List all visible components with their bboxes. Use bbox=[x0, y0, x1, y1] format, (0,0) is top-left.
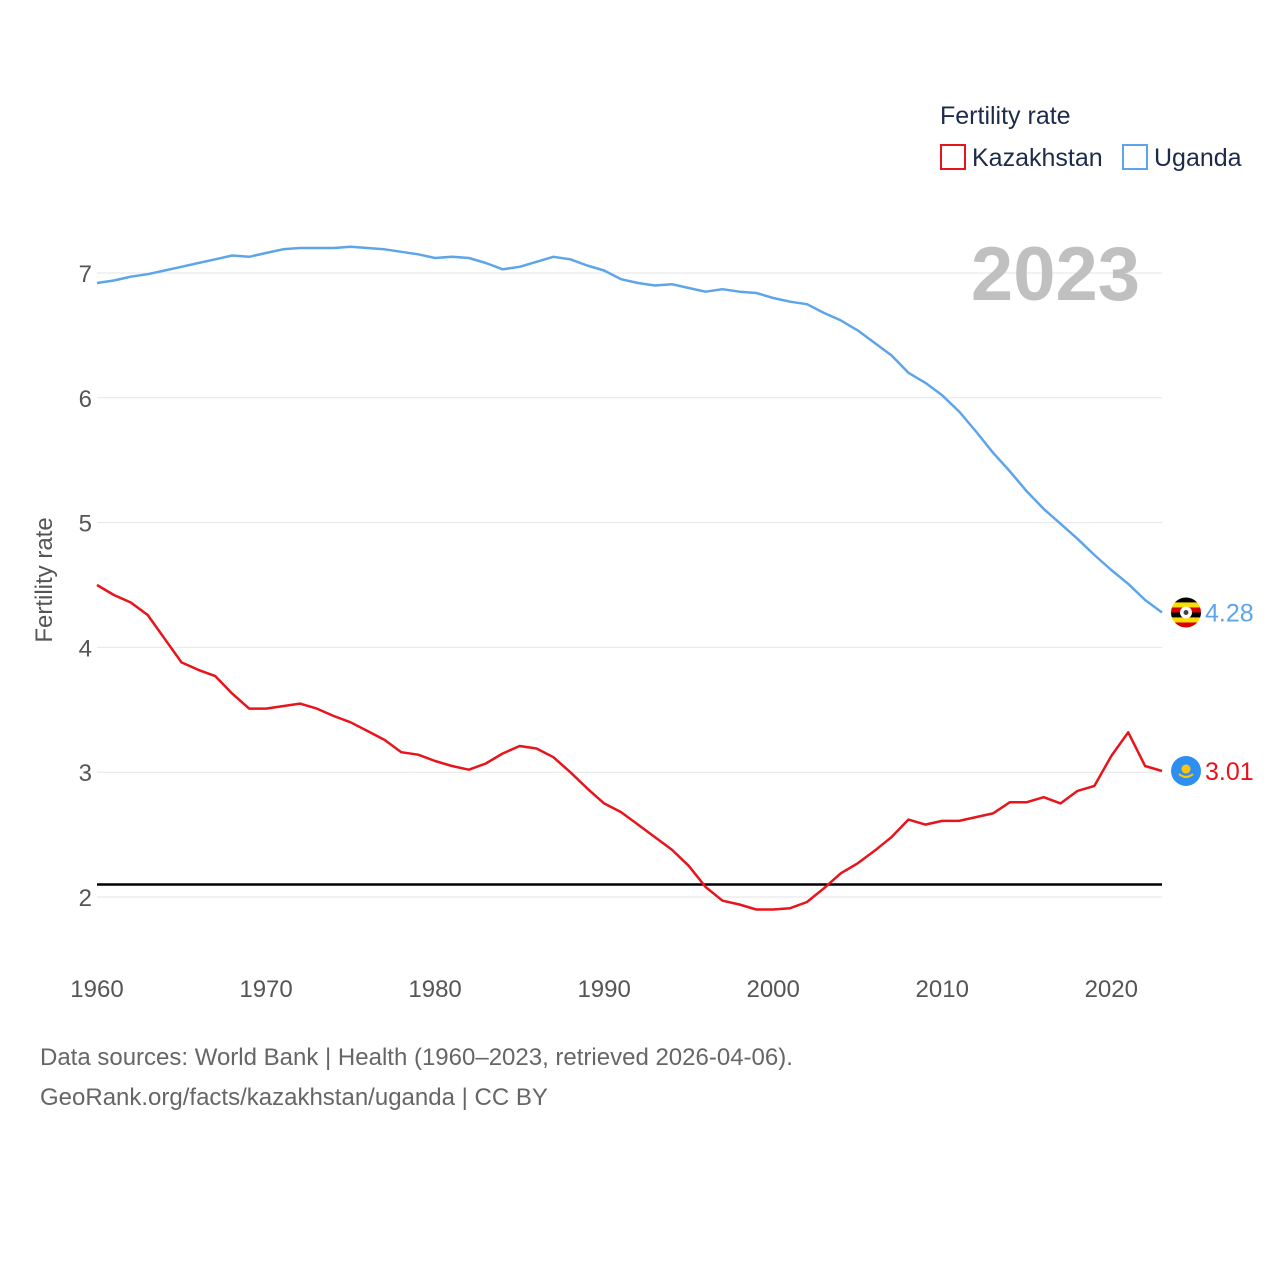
end-markers: 3.01 4.28 bbox=[1171, 597, 1254, 786]
current-year-badge: 2023 bbox=[971, 232, 1140, 317]
footer-sources: Data sources: World Bank | Health (1960–… bbox=[40, 1044, 793, 1071]
x-axis-ticks: 1960 1970 1980 1990 2000 2010 2020 bbox=[70, 976, 1138, 1003]
x-tick-label: 1990 bbox=[577, 976, 630, 1003]
uganda-flag-icon bbox=[1171, 597, 1201, 628]
series-line-kazakhstan[interactable] bbox=[96, 583, 1163, 911]
y-tick-label: 5 bbox=[79, 511, 92, 538]
y-tick-label: 2 bbox=[79, 885, 92, 912]
y-axis-ticks: 2 3 4 5 6 7 bbox=[79, 261, 92, 912]
end-value-kazakhstan: 3.01 bbox=[1205, 758, 1254, 786]
kazakhstan-flag-icon bbox=[1171, 755, 1201, 786]
legend: Fertility rate Kazakhstan Uganda bbox=[940, 102, 1242, 172]
x-tick-label: 1980 bbox=[408, 976, 461, 1003]
y-tick-label: 6 bbox=[79, 386, 92, 413]
legend-item-kazakhstan[interactable]: Kazakhstan bbox=[940, 144, 1103, 172]
x-tick-label: 2000 bbox=[746, 976, 799, 1003]
x-tick-label: 2010 bbox=[916, 976, 969, 1003]
legend-swatch-kazakhstan bbox=[940, 144, 966, 170]
y-tick-label: 3 bbox=[79, 760, 92, 787]
legend-label-kazakhstan: Kazakhstan bbox=[972, 144, 1103, 172]
footer-attribution[interactable]: GeoRank.org/facts/kazakhstan/uganda | CC… bbox=[40, 1084, 548, 1111]
series-line-uganda[interactable] bbox=[96, 245, 1163, 614]
legend-swatch-uganda bbox=[1122, 144, 1148, 170]
y-tick-label: 4 bbox=[79, 635, 92, 662]
x-tick-label: 1960 bbox=[70, 976, 123, 1003]
y-axis-title: Fertility rate bbox=[31, 517, 58, 642]
legend-title: Fertility rate bbox=[940, 102, 1071, 130]
gridlines bbox=[97, 272, 1162, 898]
series-lines bbox=[96, 245, 1163, 911]
x-tick-label: 1970 bbox=[239, 976, 292, 1003]
legend-label-uganda: Uganda bbox=[1154, 144, 1242, 172]
y-tick-label: 7 bbox=[79, 261, 92, 288]
end-value-uganda: 4.28 bbox=[1205, 599, 1254, 627]
legend-item-uganda[interactable]: Uganda bbox=[1122, 144, 1242, 172]
fertility-chart: 2 3 4 5 6 7 1960 1970 1980 1990 2000 2010 2020 3.01… bbox=[31, 102, 1254, 1003]
x-tick-label: 2020 bbox=[1085, 976, 1138, 1003]
